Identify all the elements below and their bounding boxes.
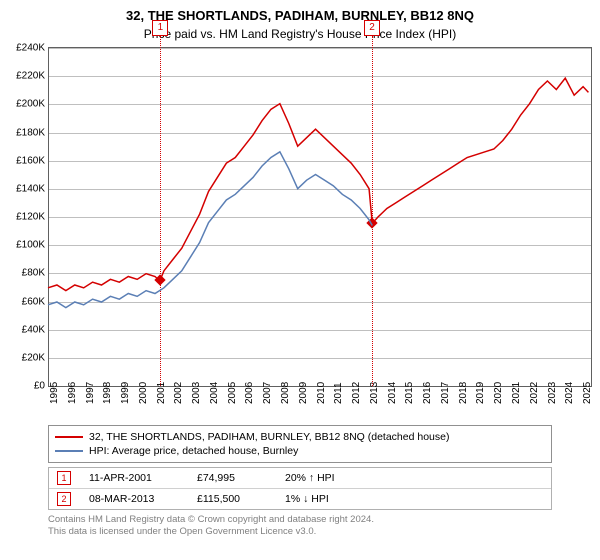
legend-label: 32, THE SHORTLANDS, PADIHAM, BURNLEY, BB…	[89, 431, 449, 443]
y-axis-label: £140K	[16, 183, 49, 194]
y-axis-label: £20K	[22, 352, 49, 363]
footer-line: Contains HM Land Registry data © Crown c…	[48, 514, 552, 526]
page-title: 32, THE SHORTLANDS, PADIHAM, BURNLEY, BB…	[0, 0, 600, 23]
y-axis-label: £80K	[22, 268, 49, 279]
y-axis-label: £60K	[22, 296, 49, 307]
footer-attribution: Contains HM Land Registry data © Crown c…	[48, 514, 552, 539]
event-number-box: 1	[57, 471, 71, 485]
event-price: £74,995	[197, 472, 267, 484]
event-row: 2 08-MAR-2013 £115,500 1% ↓ HPI	[49, 488, 551, 509]
event-price: £115,500	[197, 493, 267, 505]
y-axis-label: £220K	[16, 71, 49, 82]
event-row: 1 11-APR-2001 £74,995 20% ↑ HPI	[49, 468, 551, 488]
legend-item: 32, THE SHORTLANDS, PADIHAM, BURNLEY, BB…	[55, 430, 545, 444]
event-number-box: 2	[57, 492, 71, 506]
y-axis-label: £120K	[16, 212, 49, 223]
events-table: 1 11-APR-2001 £74,995 20% ↑ HPI 2 08-MAR-2013…	[48, 467, 552, 510]
y-axis-label: £160K	[16, 155, 49, 166]
event-date: 08-MAR-2013	[89, 493, 179, 505]
y-axis-label: £40K	[22, 324, 49, 335]
y-axis-label: £100K	[16, 240, 49, 251]
y-axis-label: £240K	[16, 43, 49, 54]
y-axis-label: £200K	[16, 99, 49, 110]
event-marker-box: 1	[152, 20, 168, 36]
event-marker-box: 2	[364, 20, 380, 36]
event-delta: 1% ↓ HPI	[285, 493, 365, 505]
legend-swatch	[55, 436, 83, 438]
series-line-price_paid	[48, 78, 588, 291]
legend-label: HPI: Average price, detached house, Burn…	[89, 445, 298, 457]
legend-swatch	[55, 450, 83, 452]
event-date: 11-APR-2001	[89, 472, 179, 484]
legend-box: 32, THE SHORTLANDS, PADIHAM, BURNLEY, BB…	[48, 425, 552, 463]
event-delta: 20% ↑ HPI	[285, 472, 365, 484]
series-line-hpi	[48, 152, 372, 308]
y-axis-label: £180K	[16, 127, 49, 138]
chart-plot-area: £0£20K£40K£60K£80K£100K£120K£140K£160K£1…	[48, 47, 592, 387]
page-subtitle: Price paid vs. HM Land Registry's House …	[0, 23, 600, 47]
footer-line: This data is licensed under the Open Gov…	[48, 526, 552, 538]
legend-item: HPI: Average price, detached house, Burn…	[55, 444, 545, 458]
